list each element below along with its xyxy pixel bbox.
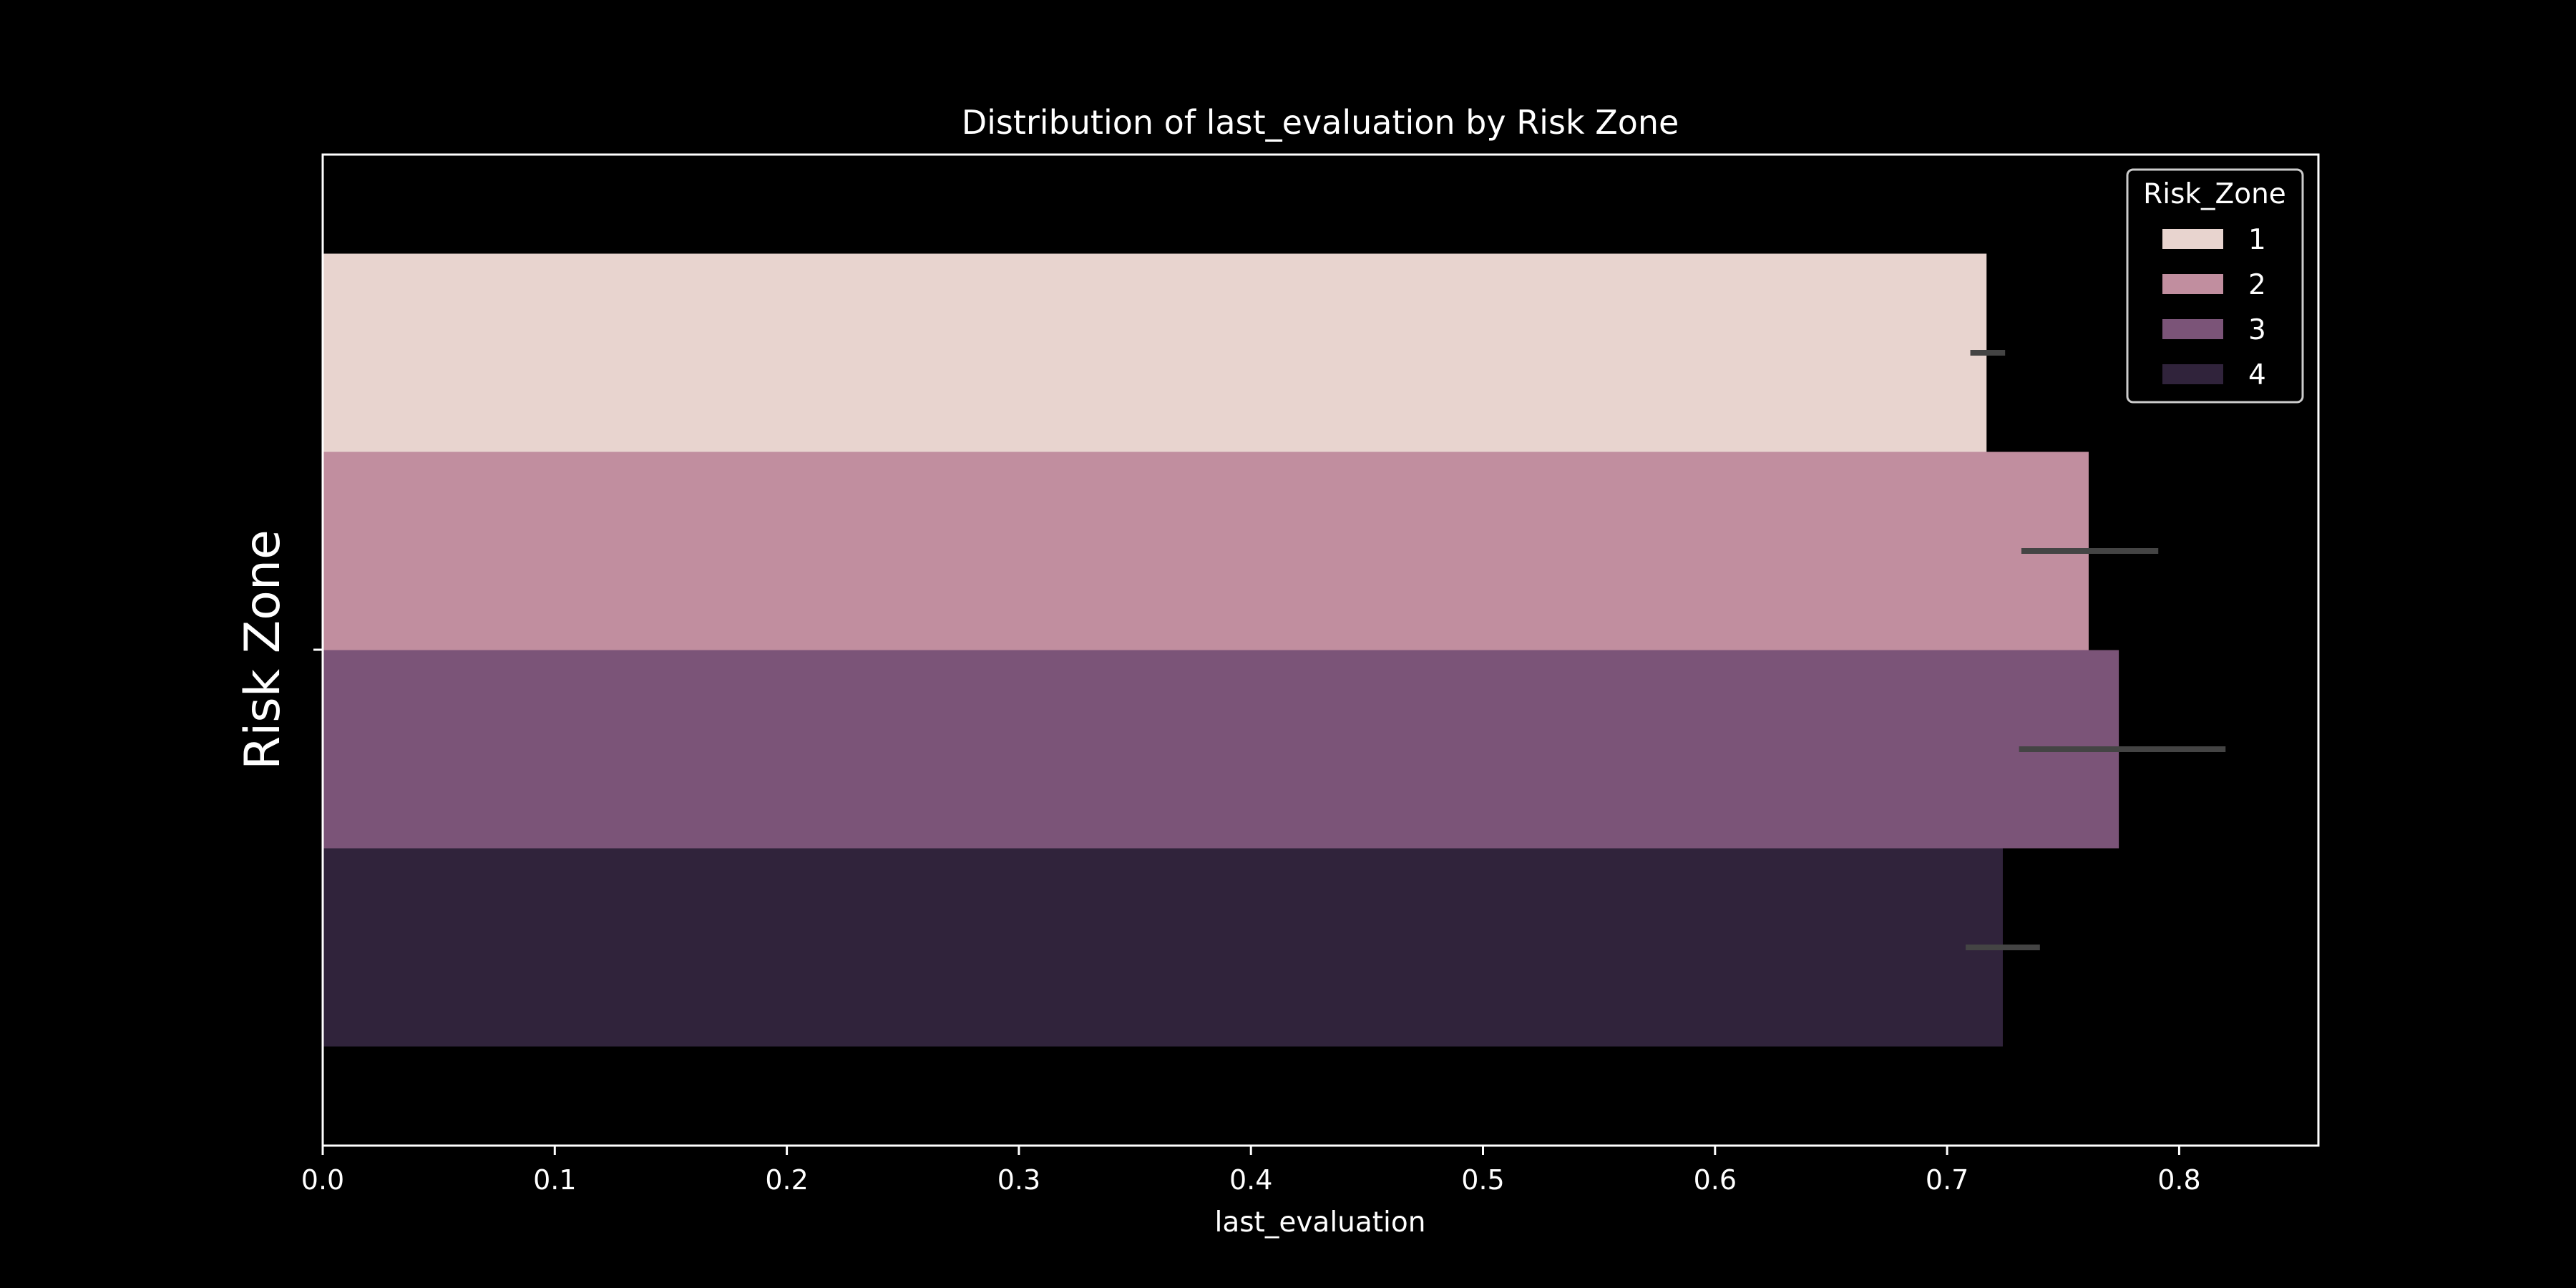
x-tick-label: 0.3 [997,1164,1040,1196]
x-tick-label: 0.7 [1926,1164,1968,1196]
x-axis-label: last_evaluation [1215,1206,1426,1239]
legend: Risk_Zone 1 2 3 4 [2126,168,2304,404]
x-tick-label: 0.5 [1461,1164,1504,1196]
legend-label-1: 1 [2248,224,2266,256]
x-tick-label: 0.8 [2157,1164,2200,1196]
bar-risk-zone-1 [323,253,1987,452]
bar-risk-zone-2 [323,452,2089,650]
legend-items: 1 2 3 4 [2162,224,2266,391]
legend-swatch-4 [2162,364,2223,384]
legend-swatch-2 [2162,274,2223,294]
errorbars-group [1966,350,2226,950]
bars-group [323,253,2119,1047]
bar-risk-zone-3 [323,650,2119,849]
x-axis-ticks: 0.0 0.1 0.2 0.3 0.4 0.5 0.6 0.7 0.8 [301,1146,2201,1196]
legend-label-2: 2 [2248,269,2266,301]
legend-label-4: 4 [2248,359,2266,391]
legend-swatch-1 [2162,229,2223,249]
y-axis-label: Risk Zone [235,530,291,770]
x-tick-label: 0.2 [765,1164,808,1196]
x-tick-label: 0.6 [1694,1164,1737,1196]
x-tick-label: 0.1 [533,1164,576,1196]
legend-swatch-3 [2162,319,2223,339]
x-tick-label: 0.4 [1229,1164,1272,1196]
legend-title: Risk_Zone [2143,178,2286,210]
legend-label-3: 3 [2248,314,2266,346]
chart-title: Distribution of last_evaluation by Risk … [962,103,1679,142]
bar-risk-zone-4 [323,848,2003,1047]
x-tick-label: 0.0 [301,1164,344,1196]
